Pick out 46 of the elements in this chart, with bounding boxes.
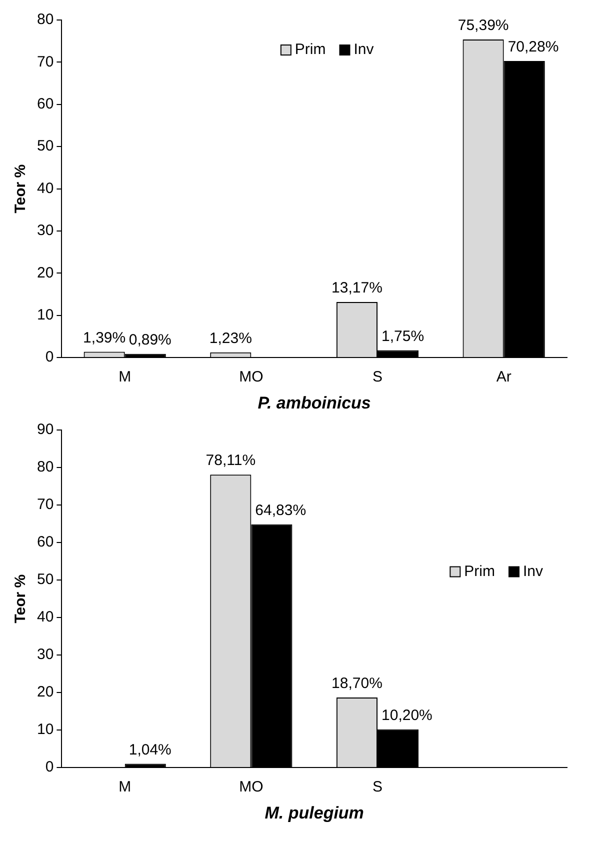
y-tick-label: 30 — [36, 646, 54, 664]
data-label: 1,39% — [83, 329, 126, 346]
x-axis-title: P. amboinicus — [258, 393, 371, 412]
y-tick-label: 20 — [36, 264, 54, 282]
y-tick-label: 60 — [36, 534, 54, 551]
x-tick-label: S — [372, 778, 383, 796]
y-tick-label: 70 — [36, 496, 54, 514]
y-tick-label: 40 — [36, 180, 54, 197]
y-tick-label: 90 — [36, 421, 54, 438]
x-tick-label: MO — [239, 368, 264, 386]
x-tick-label: Ar — [496, 368, 512, 386]
y-tick-label: 80 — [36, 11, 54, 28]
y-tick-label: 10 — [36, 721, 54, 738]
x-axis-title: M. pulegium — [264, 803, 364, 822]
data-label: 1,23% — [209, 330, 252, 348]
y-tick-label: 0 — [45, 348, 54, 366]
data-label: 13,17% — [332, 280, 382, 297]
x-tick-label: M — [118, 778, 132, 796]
legend-label: Prim — [294, 41, 326, 58]
data-label: 64,83% — [255, 502, 306, 520]
data-label: 75,39% — [458, 17, 509, 34]
y-axis-title: Teor % — [12, 574, 30, 624]
y-tick-label: 60 — [36, 96, 54, 113]
legend-label: Prim — [464, 562, 495, 580]
data-label: 1,75% — [382, 328, 424, 345]
x-tick-label: M — [118, 368, 132, 386]
data-label: 1,04% — [128, 741, 172, 758]
data-label: 78,11% — [206, 452, 256, 470]
data-label: 10,20% — [382, 706, 432, 724]
x-tick-label: S — [372, 368, 383, 386]
data-label: 70,28% — [508, 38, 559, 56]
y-tick-label: 40 — [36, 608, 54, 626]
x-tick-label: MO — [239, 778, 264, 796]
legend-label: Inv — [522, 562, 544, 580]
y-tick-label: 10 — [36, 306, 54, 324]
y-tick-label: 50 — [36, 138, 54, 155]
y-tick-label: 0 — [45, 758, 54, 776]
y-axis-title: Teor % — [12, 164, 30, 214]
data-label: 18,70% — [332, 675, 382, 692]
y-tick-label: 20 — [36, 684, 54, 701]
y-tick-label: 80 — [36, 458, 54, 476]
y-tick-label: 30 — [36, 222, 54, 240]
legend-label: Inv — [354, 41, 374, 58]
y-tick-label: 50 — [36, 571, 54, 588]
y-tick-label: 70 — [36, 53, 54, 70]
data-label: 0,89% — [128, 331, 172, 348]
